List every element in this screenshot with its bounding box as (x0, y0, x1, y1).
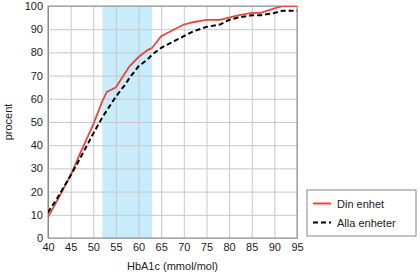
x-axis-title: HbA1c (mmol/mol) (127, 260, 218, 272)
y-tick-label: 80 (31, 46, 43, 58)
y-tick-label: 50 (31, 116, 43, 128)
chart: 40 45 50 55 60 65 70 75 80 85 90 95 0 10 20 30 40 50 60 70 8… (0, 0, 420, 275)
y-tick: 70 (31, 70, 297, 82)
x-tick-label: 95 (291, 241, 303, 253)
y-tick: 80 (31, 46, 297, 58)
y-axis: 0 10 20 30 40 50 60 70 80 90 100 (25, 0, 297, 244)
y-grid-line (48, 192, 297, 193)
x-tick-label: 55 (110, 241, 122, 253)
x-tick-label: 45 (65, 241, 77, 253)
legend-swatch (313, 222, 331, 224)
y-tick-label: 30 (31, 162, 43, 174)
x-tick-label: 75 (201, 241, 213, 253)
y-tick: 50 (31, 116, 297, 128)
y-tick-label: 40 (31, 139, 43, 151)
y-tick-label: 0 (37, 232, 43, 244)
x-tick-label: 40 (42, 241, 54, 253)
x-tick-label: 85 (246, 241, 258, 253)
y-tick: 30 (31, 162, 297, 174)
x-tick-label: 70 (178, 241, 190, 253)
y-axis-title: procent (2, 104, 14, 141)
legend-label: Alla enheter (337, 217, 396, 229)
y-tick-label: 10 (31, 209, 43, 221)
y-grid-line (48, 99, 297, 100)
plot: 40 45 50 55 60 65 70 75 80 85 90 95 0 10 20 30 40 50 60 70 8… (25, 0, 304, 253)
y-tick: 90 (31, 23, 297, 35)
y-grid-line (48, 168, 297, 169)
y-tick-label: 90 (31, 23, 43, 35)
legend: Din enhet Alla enheter (307, 190, 416, 236)
x-tick-label: 50 (88, 241, 100, 253)
y-grid-line (48, 215, 297, 216)
x-tick-label: 60 (133, 241, 145, 253)
y-tick-label: 100 (25, 0, 43, 12)
series-line (48, 6, 297, 217)
y-tick: 20 (31, 186, 297, 198)
legend-swatch (313, 203, 331, 205)
series-line (48, 11, 297, 213)
legend-label: Din enhet (337, 198, 384, 210)
y-tick-label: 70 (31, 70, 43, 82)
y-tick: 10 (31, 209, 297, 221)
y-grid-line (48, 122, 297, 123)
x-tick-label: 90 (269, 241, 281, 253)
legend-box (307, 190, 416, 236)
y-grid-line (48, 145, 297, 146)
y-tick: 40 (31, 139, 297, 151)
x-axis: 40 45 50 55 60 65 70 75 80 85 90 95 (42, 6, 303, 253)
x-tick-label: 80 (223, 241, 235, 253)
y-grid-line (48, 76, 297, 77)
y-tick-label: 20 (31, 186, 43, 198)
plot-frame (48, 6, 297, 238)
y-tick-label: 60 (31, 93, 43, 105)
lines (48, 6, 297, 217)
x-tick-label: 65 (156, 241, 168, 253)
y-grid-line (48, 52, 297, 53)
y-tick: 60 (31, 93, 297, 105)
